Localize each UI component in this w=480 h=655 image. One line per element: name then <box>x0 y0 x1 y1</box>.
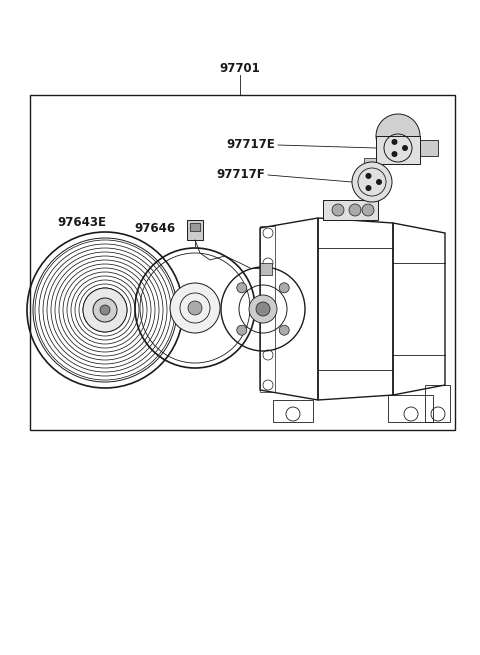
Circle shape <box>279 326 289 335</box>
Circle shape <box>170 283 220 333</box>
Text: 97646: 97646 <box>134 221 176 234</box>
Circle shape <box>100 305 110 315</box>
Circle shape <box>93 298 117 322</box>
Circle shape <box>392 151 397 157</box>
Circle shape <box>83 288 127 332</box>
Circle shape <box>376 114 420 158</box>
Circle shape <box>362 204 374 216</box>
Circle shape <box>332 204 344 216</box>
Bar <box>260 226 275 392</box>
Circle shape <box>365 185 372 191</box>
Circle shape <box>237 283 247 293</box>
Circle shape <box>349 204 361 216</box>
Bar <box>260 263 272 275</box>
Circle shape <box>376 179 382 185</box>
Bar <box>190 223 200 231</box>
Bar <box>187 220 203 240</box>
Circle shape <box>352 162 392 202</box>
Circle shape <box>392 139 397 145</box>
Circle shape <box>365 173 372 179</box>
Circle shape <box>402 145 408 151</box>
Circle shape <box>249 295 277 323</box>
Bar <box>364 158 380 168</box>
Bar <box>30 95 455 430</box>
Circle shape <box>256 302 270 316</box>
Text: 97643E: 97643E <box>58 215 107 229</box>
Circle shape <box>279 283 289 293</box>
Text: 97717F: 97717F <box>216 168 265 181</box>
Circle shape <box>188 301 202 315</box>
Text: 97717E: 97717E <box>226 138 275 151</box>
Bar <box>420 140 438 156</box>
Text: 97701: 97701 <box>220 62 260 75</box>
Bar <box>323 200 378 220</box>
Circle shape <box>237 326 247 335</box>
Bar <box>376 136 420 164</box>
